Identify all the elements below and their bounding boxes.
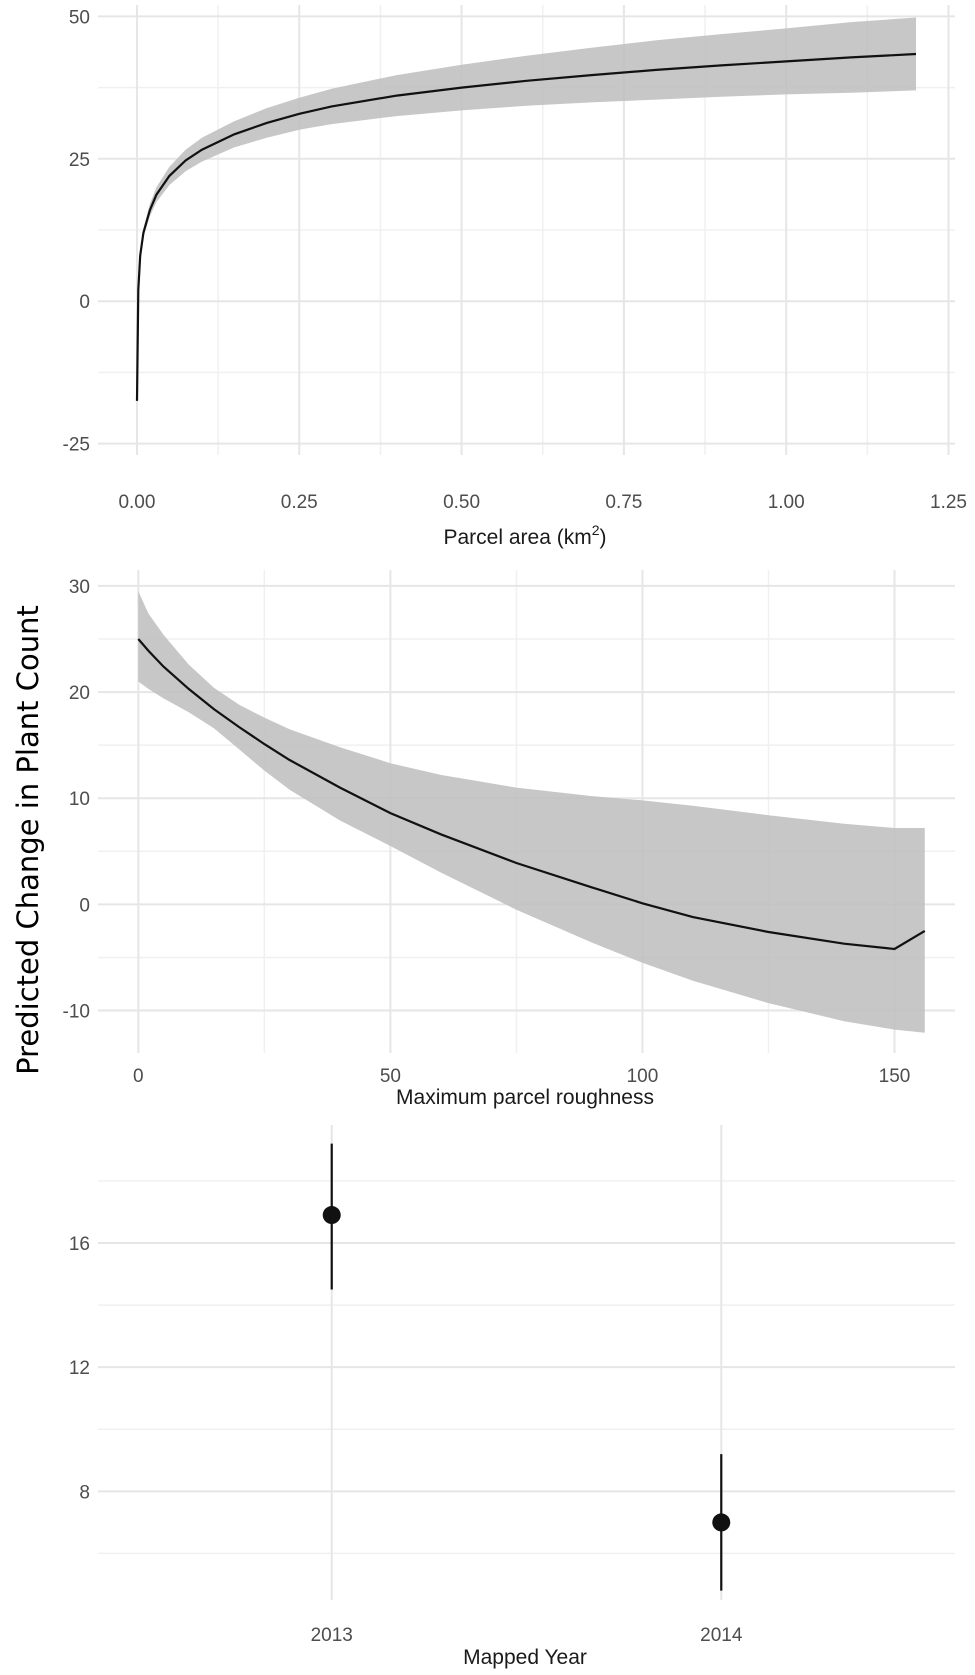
x-tick-label: 0.75 — [605, 492, 642, 513]
y-axis-title: Predicted Change in Plant Count — [11, 605, 45, 1075]
panel-parcel-area: -25 0 25 50 0.00 0.25 0.50 0.75 1.00 1.25 — [63, 5, 967, 513]
y-tick-label: 10 — [69, 789, 90, 810]
x-tick-label: 50 — [380, 1066, 401, 1087]
y-tick-label: 20 — [69, 683, 90, 704]
x-axis-title-parcel-area: Parcel area (km2) — [443, 522, 606, 549]
x-axis-title-mapped-year: Mapped Year — [463, 1646, 587, 1669]
x-tick-label: 0.50 — [443, 492, 480, 513]
x-tick-label: 100 — [627, 1066, 659, 1087]
y-tick-label: 25 — [69, 150, 90, 171]
confidence-ribbon — [137, 17, 916, 401]
panel-roughness: -10 0 10 20 30 0 50 100 150 — [63, 570, 955, 1087]
x-axis-title-roughness: Maximum parcel roughness — [396, 1086, 654, 1109]
y-tick-label: 0 — [79, 292, 90, 313]
x-tick-label: 2014 — [700, 1625, 743, 1646]
x-axis-title-superscript: 2 — [592, 522, 600, 538]
x-axis-title-main: Parcel area (km — [443, 526, 591, 549]
x-axis-title-end: ) — [600, 526, 607, 549]
x-tick-label: 1.25 — [930, 492, 967, 513]
data-point — [712, 1513, 731, 1532]
x-tick-label: 2013 — [311, 1625, 353, 1646]
y-tick-label: 50 — [69, 7, 90, 28]
x-tick-label: 0.25 — [281, 492, 318, 513]
x-tick-label: 150 — [879, 1066, 911, 1087]
y-tick-label: -10 — [63, 1002, 90, 1023]
data-point — [322, 1206, 341, 1225]
panel-mapped-year: 8 12 16 2013 2014 — [69, 1125, 955, 1646]
y-tick-label: 0 — [79, 895, 90, 916]
fit-line — [135, 52, 917, 401]
y-tick-label: 30 — [69, 577, 90, 598]
x-tick-label: 0.00 — [118, 492, 155, 513]
x-tick-label: 0 — [133, 1066, 144, 1087]
x-tick-label: 1.00 — [768, 492, 805, 513]
y-tick-label: 12 — [69, 1358, 90, 1379]
confidence-ribbon — [138, 591, 925, 1033]
fit-line — [137, 638, 926, 951]
y-tick-label: -25 — [63, 435, 90, 456]
y-tick-label: 8 — [79, 1482, 90, 1503]
y-tick-label: 16 — [69, 1234, 90, 1255]
